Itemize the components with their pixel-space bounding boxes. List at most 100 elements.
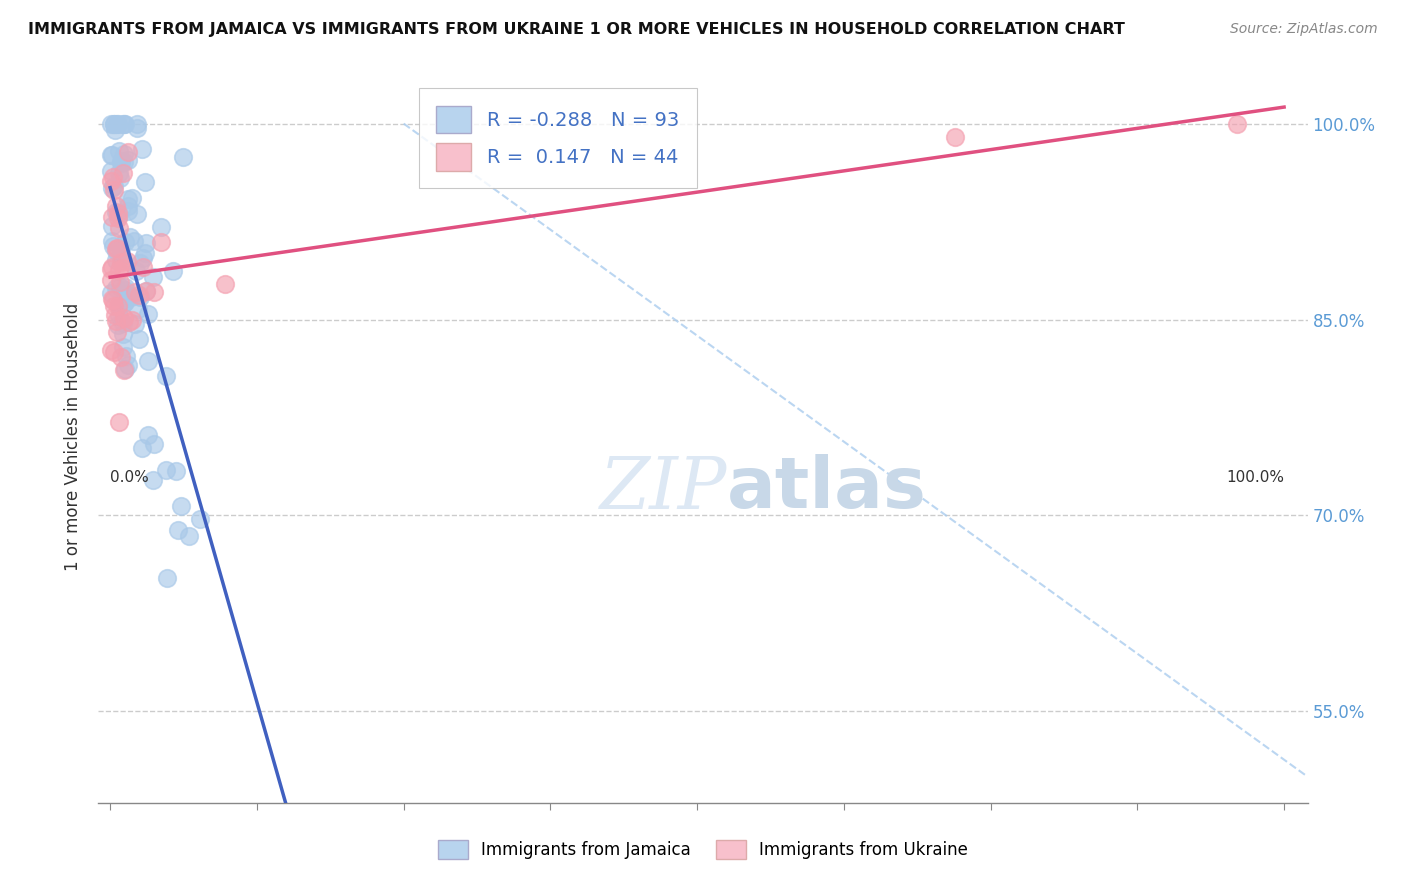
Point (108, 208, 131, 222)
Point (107, 211, 129, 225)
Point (165, 465, 187, 479)
Point (150, 219, 173, 234)
Legend: R = -0.288   N = 93, R =  0.147   N = 44: R = -0.288 N = 93, R = 0.147 N = 44 (419, 88, 697, 188)
Text: 100.0%: 100.0% (1226, 470, 1284, 485)
Point (101, 235, 124, 249)
Point (103, 169, 125, 184)
Point (104, 123, 127, 137)
Point (103, 117, 125, 131)
Point (111, 340, 134, 354)
Point (100, 163, 122, 178)
Point (107, 117, 129, 131)
Point (107, 166, 129, 180)
Point (142, 269, 165, 284)
Point (177, 529, 200, 543)
Point (101, 219, 124, 234)
Point (107, 299, 129, 313)
Point (127, 302, 149, 317)
Point (101, 260, 124, 274)
Point (155, 369, 177, 384)
Point (117, 203, 139, 218)
Point (129, 290, 152, 304)
Point (110, 350, 132, 364)
Text: Source: ZipAtlas.com: Source: ZipAtlas.com (1230, 22, 1378, 37)
Point (112, 363, 135, 377)
Point (155, 571, 177, 585)
Point (105, 325, 128, 339)
Point (143, 436, 166, 450)
Point (112, 295, 135, 310)
Point (107, 205, 129, 219)
Point (103, 299, 125, 313)
Point (104, 308, 127, 322)
Point (100, 292, 122, 306)
Point (104, 205, 127, 219)
Point (214, 277, 236, 291)
Point (142, 473, 165, 487)
Point (110, 153, 132, 168)
Legend: Immigrants from Jamaica, Immigrants from Ukraine: Immigrants from Jamaica, Immigrants from… (432, 833, 974, 866)
Point (114, 235, 136, 250)
Point (103, 183, 125, 197)
Point (122, 234, 145, 248)
Point (114, 362, 136, 376)
Point (120, 230, 142, 244)
Point (105, 243, 128, 257)
Point (134, 175, 156, 189)
Point (108, 221, 131, 235)
Point (101, 293, 124, 308)
Point (167, 523, 190, 537)
Point (125, 117, 148, 131)
Point (112, 155, 135, 169)
Point (103, 344, 125, 359)
Point (110, 279, 132, 293)
Point (108, 299, 131, 313)
Point (112, 147, 135, 161)
Point (128, 332, 150, 346)
Point (945, 129, 967, 144)
Point (138, 428, 160, 442)
Point (112, 165, 135, 179)
Point (125, 264, 148, 278)
Point (103, 117, 125, 131)
Point (110, 255, 132, 269)
Point (117, 145, 139, 159)
Y-axis label: 1 or more Vehicles in Household: 1 or more Vehicles in Household (65, 303, 83, 571)
Point (134, 284, 156, 298)
Text: 0.0%: 0.0% (110, 470, 149, 485)
Point (114, 280, 136, 294)
Point (117, 153, 139, 167)
Point (100, 147, 122, 161)
Point (117, 253, 139, 268)
Point (105, 244, 128, 258)
Point (132, 260, 155, 274)
Point (111, 316, 134, 330)
Point (115, 287, 138, 301)
Point (110, 250, 132, 264)
Point (108, 415, 131, 429)
Point (100, 261, 122, 276)
Point (105, 252, 128, 267)
Point (103, 179, 125, 194)
Point (112, 252, 135, 267)
Point (108, 275, 131, 289)
Point (129, 256, 152, 270)
Point (125, 207, 148, 221)
Point (117, 358, 139, 372)
Point (172, 150, 194, 164)
Point (111, 260, 134, 275)
Point (136, 307, 159, 321)
Text: IMMIGRANTS FROM JAMAICA VS IMMIGRANTS FROM UKRAINE 1 OR MORE VEHICLES IN HOUSEHO: IMMIGRANTS FROM JAMAICA VS IMMIGRANTS FR… (28, 22, 1125, 37)
Point (124, 285, 146, 299)
Point (120, 290, 142, 304)
Point (112, 117, 135, 131)
Point (112, 310, 135, 325)
Point (114, 349, 136, 363)
Point (114, 294, 136, 309)
Point (115, 286, 138, 301)
Point (115, 291, 138, 305)
Point (100, 273, 122, 287)
Point (111, 326, 134, 341)
Point (162, 264, 184, 278)
Point (128, 288, 150, 302)
